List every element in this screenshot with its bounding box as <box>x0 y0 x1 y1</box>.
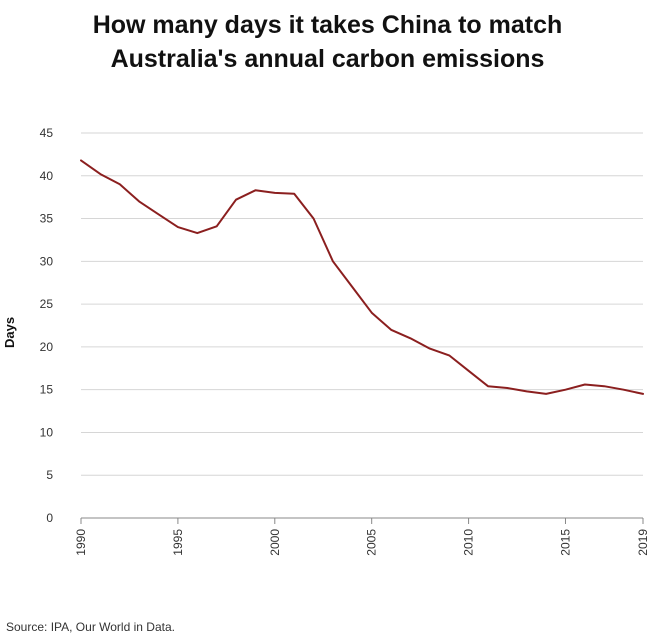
x-axis <box>80 517 644 524</box>
x-tick-label: 2010 <box>462 529 476 556</box>
x-tick-label: 1990 <box>74 529 88 556</box>
y-tick-label: 25 <box>40 297 54 311</box>
y-tick-label: 5 <box>46 468 53 482</box>
y-tick-label: 40 <box>40 169 54 183</box>
x-axis-tick-labels: 1990 1995 2000 2005 2010 2015 2019 <box>74 529 650 556</box>
y-tick-label: 20 <box>40 340 54 354</box>
y-axis-title: Days <box>2 317 17 348</box>
source-note: Source: IPA, Our World in Data. <box>6 620 175 634</box>
y-tick-label: 30 <box>40 254 54 268</box>
y-axis-tick-labels: 0 5 10 15 20 25 30 35 40 45 <box>40 126 54 525</box>
grid-lines <box>81 132 643 519</box>
x-tick-label: 2005 <box>365 529 379 556</box>
y-tick-label: 45 <box>40 126 54 140</box>
y-tick-label: 15 <box>40 383 54 397</box>
x-tick-label: 1995 <box>171 529 185 556</box>
series-lines <box>80 159 644 395</box>
x-tick-label: 2015 <box>558 529 572 556</box>
y-tick-label: 10 <box>40 425 54 439</box>
series-line-0 <box>80 159 644 395</box>
x-tick-label: 2019 <box>636 529 650 556</box>
chart-title-line-1: How many days it takes China to match <box>92 11 563 39</box>
y-tick-label: 0 <box>46 511 53 525</box>
x-tick-label: 2000 <box>268 529 282 556</box>
chart-title-line-2: Australia's annual carbon emissions <box>110 45 545 73</box>
y-tick-label: 35 <box>40 212 54 226</box>
chart-title: How many days it takes China to match Au… <box>0 8 655 76</box>
